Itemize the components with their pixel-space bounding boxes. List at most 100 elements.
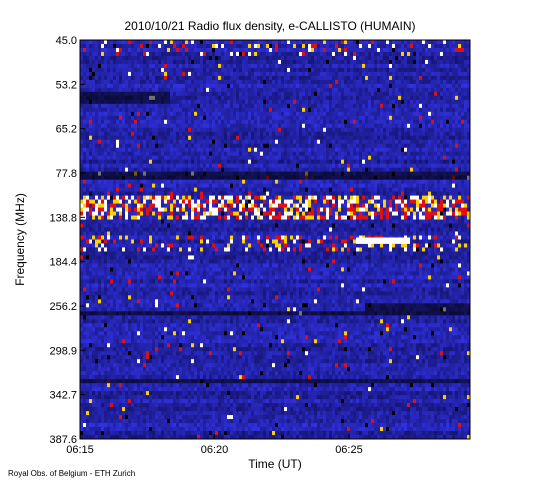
spectrogram-cell: [401, 83, 405, 89]
spectrogram-cell: [452, 55, 456, 61]
spectrogram-cell: [323, 107, 327, 113]
spectrogram-cell: [302, 115, 306, 121]
spectrogram-cell: [437, 51, 441, 57]
spectrogram-cell: [221, 63, 225, 69]
spectrogram-cell: [146, 67, 150, 73]
spectrogram-cell: [359, 143, 363, 149]
spectrogram-cell: [113, 119, 117, 125]
spectrogram-cell: [398, 187, 402, 193]
spectrogram-cell: [212, 55, 216, 61]
spectrogram-cell: [260, 183, 264, 189]
spectrogram-cell: [116, 115, 120, 121]
spectrogram-cell: [284, 103, 288, 109]
spectrogram-cell: [443, 40, 447, 45]
spectrogram-cell: [410, 143, 414, 149]
spectrogram-cell: [350, 95, 354, 101]
spectrogram-cell: [191, 167, 195, 173]
spectrogram-cell: [389, 179, 393, 185]
spectrogram-cell: [380, 123, 384, 129]
spectrogram-cell: [332, 167, 336, 173]
spectrogram-cell: [134, 187, 138, 193]
spectrogram-cell: [323, 127, 327, 133]
spectrogram-cell: [275, 103, 279, 109]
spectrogram-cell: [395, 183, 399, 189]
spectrogram-cell: [95, 155, 99, 161]
spectrogram-cell: [197, 51, 201, 57]
spectrogram-cell: [278, 75, 282, 81]
spectrogram-cell: [416, 99, 420, 105]
spectrogram-cell: [371, 51, 375, 57]
spectrogram-cell: [455, 83, 459, 89]
spectrogram-cell: [125, 163, 129, 169]
spectrogram-cell: [137, 147, 141, 153]
spectrogram-cell: [128, 51, 132, 57]
spectrogram-cell: [149, 187, 153, 193]
spectrogram-cell: [356, 139, 360, 145]
spectrogram-cell: [248, 155, 252, 161]
spectrogram-cell: [353, 127, 357, 133]
spectrogram-cell: [401, 71, 405, 77]
spectrogram-cell: [248, 115, 252, 121]
spectrogram-cell: [368, 151, 372, 157]
spectrogram-cell: [461, 55, 465, 61]
spectrogram-cell: [278, 135, 282, 141]
spectrogram-cell: [386, 167, 390, 173]
spectrogram-cell: [230, 111, 234, 117]
spectrogram-cell: [455, 75, 459, 81]
spectrogram-cell: [386, 183, 390, 189]
spectrogram-cell: [296, 187, 300, 193]
spectrogram-cell: [383, 123, 387, 129]
spectrogram-cell: [230, 55, 234, 61]
spectrogram-cell: [137, 40, 141, 45]
spectrogram-cell: [92, 191, 96, 197]
spectrogram-cell: [215, 47, 219, 53]
spectrogram-cell: [398, 151, 402, 157]
spectrogram-cell: [299, 87, 303, 93]
spectrogram-cell: [206, 115, 210, 121]
spectrogram-cell: [146, 187, 150, 193]
spectrogram-cell: [209, 67, 213, 73]
spectrogram-cell: [317, 47, 321, 53]
spectrogram-cell: [437, 79, 441, 85]
spectrogram-cell: [134, 55, 138, 61]
spectrogram-cell: [107, 179, 111, 185]
spectrogram-cell: [365, 87, 369, 93]
spectrogram-cell: [218, 55, 222, 61]
spectrogram-cell: [350, 155, 354, 161]
spectrogram-cell: [119, 135, 123, 141]
spectrogram-cell: [302, 91, 306, 97]
spectrogram-cell: [419, 163, 423, 169]
spectrogram-cell: [329, 143, 333, 149]
spectrogram-cell: [401, 40, 405, 45]
spectrogram-cell: [401, 107, 405, 113]
spectrogram-cell: [86, 115, 90, 121]
spectrogram-cell: [230, 47, 234, 53]
spectrogram-cell: [272, 79, 276, 85]
spectrogram-cell: [200, 159, 204, 165]
spectrogram-cell: [221, 107, 225, 113]
spectrogram-cell: [299, 115, 303, 121]
spectrogram-cell: [119, 59, 123, 65]
spectrogram-cell: [350, 99, 354, 105]
spectrogram-cell: [446, 59, 450, 65]
spectrogram-cell: [266, 139, 270, 145]
spectrogram-cell: [164, 79, 168, 85]
spectrogram-cell: [230, 187, 234, 193]
spectrogram-cell: [293, 95, 297, 101]
spectrogram-cell: [383, 167, 387, 173]
spectrogram-cell: [260, 107, 264, 113]
spectrogram-cell: [458, 163, 462, 169]
spectrogram-cell: [329, 71, 333, 77]
spectrogram-cell: [377, 95, 381, 101]
spectrogram-cell: [299, 91, 303, 97]
spectrogram-cell: [440, 107, 444, 113]
spectrogram-cell: [131, 143, 135, 149]
spectrogram-cell: [113, 59, 117, 65]
spectrogram-cell: [317, 135, 321, 141]
spectrogram-cell: [389, 95, 393, 101]
spectrogram-cell: [386, 47, 390, 53]
spectrogram-cell: [161, 87, 165, 93]
spectrogram-cell: [185, 63, 189, 69]
spectrogram-cell: [83, 55, 87, 61]
spectrogram-cell: [251, 143, 255, 149]
